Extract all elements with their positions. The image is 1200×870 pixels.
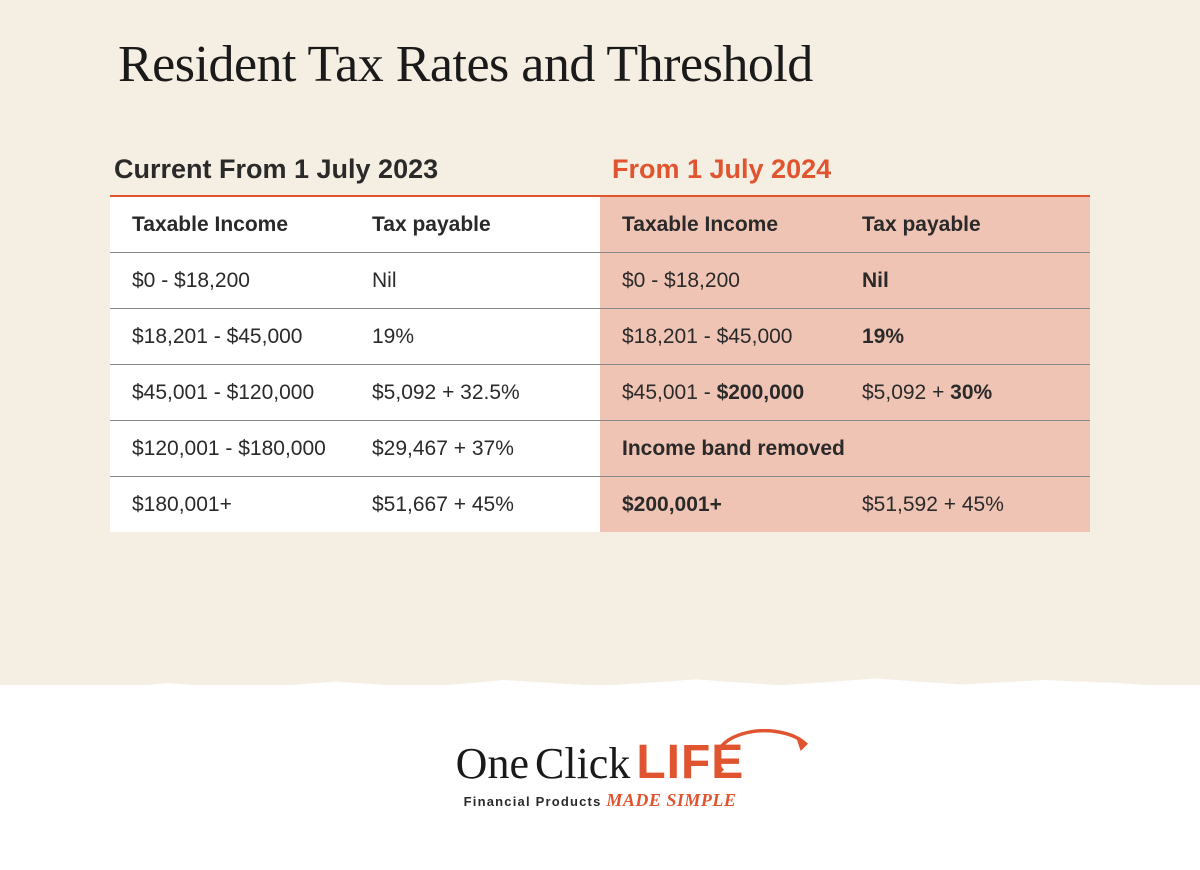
income-cell: $0 - $18,200 xyxy=(132,269,372,293)
income-cell: $45,001 - $200,000 xyxy=(622,381,862,405)
tagline-part1: Financial Products xyxy=(464,794,607,809)
table-current: Taxable Income Tax payable $0 - $18,200 … xyxy=(110,197,600,532)
table-body: Taxable Income Tax payable $0 - $18,200 … xyxy=(110,197,1090,532)
table-future: Taxable Income Tax payable $0 - $18,200 … xyxy=(600,197,1090,532)
brand-logo: One Click LIFE Financial Products MADE S… xyxy=(456,735,745,811)
footer: One Click LIFE Financial Products MADE S… xyxy=(0,685,1200,870)
logo-text: One Click LIFE xyxy=(456,735,745,790)
table-header-row: Taxable Income Tax payable xyxy=(110,197,600,253)
section-header-current: Current From 1 July 2023 xyxy=(110,154,592,185)
tax-table: Current From 1 July 2023 From 1 July 202… xyxy=(110,154,1090,532)
logo-word-click: Click xyxy=(535,738,630,789)
col-header-payable: Tax payable xyxy=(862,213,1080,237)
table-row: $180,001+ $51,667 + 45% xyxy=(110,477,600,532)
table-row: $0 - $18,200 Nil xyxy=(110,253,600,309)
table-row: $120,001 - $180,000 $29,467 + 37% xyxy=(110,421,600,477)
table-row: $18,201 - $45,000 19% xyxy=(110,309,600,365)
income-cell: $18,201 - $45,000 xyxy=(132,325,372,349)
income-cell: $180,001+ xyxy=(132,493,372,517)
logo-tagline: Financial Products MADE SIMPLE xyxy=(456,790,745,811)
payable-cell: $51,667 + 45% xyxy=(372,493,590,517)
income-cell: $0 - $18,200 xyxy=(622,269,862,293)
payable-cell: 19% xyxy=(372,325,590,349)
income-cell: $120,001 - $180,000 xyxy=(132,437,372,461)
table-row: Income band removed xyxy=(600,421,1090,477)
payable-cell: Nil xyxy=(862,269,1080,293)
payable-cell: $29,467 + 37% xyxy=(372,437,590,461)
col-header-income: Taxable Income xyxy=(132,213,372,237)
table-row: $200,001+ $51,592 + 45% xyxy=(600,477,1090,532)
col-header-income: Taxable Income xyxy=(622,213,862,237)
logo-word-life: LIFE xyxy=(636,735,744,790)
income-cell: $18,201 - $45,000 xyxy=(622,325,862,349)
tagline-part2: MADE SIMPLE xyxy=(606,790,736,810)
payable-cell: $5,092 + 32.5% xyxy=(372,381,590,405)
table-row: $45,001 - $200,000 $5,092 + 30% xyxy=(600,365,1090,421)
band-removed-cell: Income band removed xyxy=(622,437,1080,461)
table-header-row: Taxable Income Tax payable xyxy=(600,197,1090,253)
payable-cell: 19% xyxy=(862,325,1080,349)
footer-torn-edge xyxy=(0,671,1200,701)
table-row: $18,201 - $45,000 19% xyxy=(600,309,1090,365)
col-header-payable: Tax payable xyxy=(372,213,590,237)
section-headers: Current From 1 July 2023 From 1 July 202… xyxy=(110,154,1090,197)
payable-cell: Nil xyxy=(372,269,590,293)
table-row: $0 - $18,200 Nil xyxy=(600,253,1090,309)
payable-cell: $51,592 + 45% xyxy=(862,493,1080,517)
payable-cell: $5,092 + 30% xyxy=(862,381,1080,405)
section-header-future: From 1 July 2024 xyxy=(592,154,1090,185)
income-cell: $45,001 - $120,000 xyxy=(132,381,372,405)
logo-word-one: One xyxy=(456,738,529,789)
page-title: Resident Tax Rates and Threshold xyxy=(0,0,1200,94)
table-row: $45,001 - $120,000 $5,092 + 32.5% xyxy=(110,365,600,421)
income-cell: $200,001+ xyxy=(622,493,862,517)
